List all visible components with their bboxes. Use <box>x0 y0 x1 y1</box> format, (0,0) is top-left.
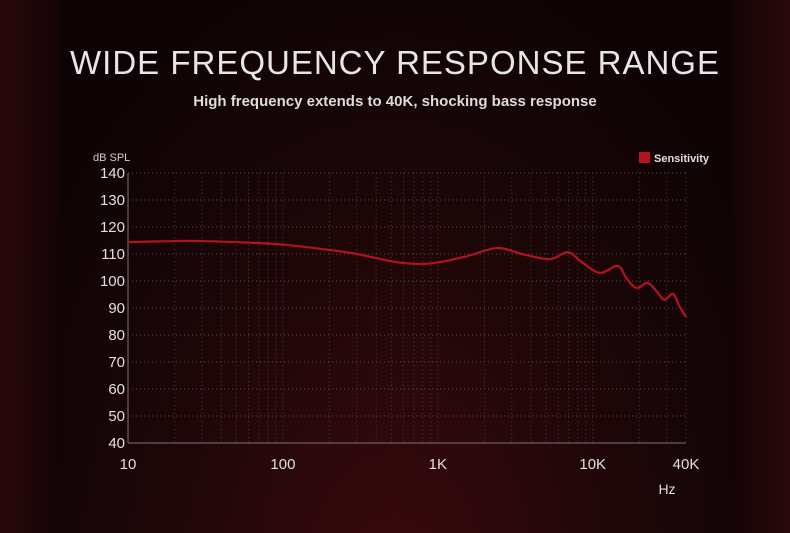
y-tick-label: 140 <box>100 165 125 182</box>
y-tick-label: 80 <box>108 327 125 344</box>
y-tick-label: 110 <box>101 246 125 263</box>
x-tick-label: 10K <box>579 456 606 473</box>
y-tick-label: 120 <box>100 219 125 236</box>
legend-swatch <box>639 152 650 163</box>
legend-label: Sensitivity <box>654 153 710 165</box>
y-tick-label: 60 <box>108 381 125 398</box>
x-axis-label: Hz <box>658 481 675 497</box>
y-tick-label: 70 <box>108 354 125 371</box>
y-tick-label: 90 <box>108 300 125 317</box>
y-tick-label: 100 <box>100 273 125 290</box>
background-left-panel <box>0 0 60 533</box>
page-subtitle: High frequency extends to 40K, shocking … <box>193 93 597 110</box>
x-tick-label: 40K <box>673 456 700 473</box>
y-tick-label: 40 <box>108 435 125 452</box>
y-tick-label: 130 <box>100 192 125 209</box>
y-tick-label: 50 <box>108 408 125 425</box>
series-line-sensitivity <box>127 239 687 318</box>
x-tick-label: 100 <box>270 456 295 473</box>
x-tick-label: 10 <box>120 456 137 473</box>
x-tick-label: 1K <box>429 456 447 473</box>
y-axis-label: dB SPL <box>93 152 130 164</box>
page-title: WIDE FREQUENCY RESPONSE RANGE <box>70 44 720 81</box>
